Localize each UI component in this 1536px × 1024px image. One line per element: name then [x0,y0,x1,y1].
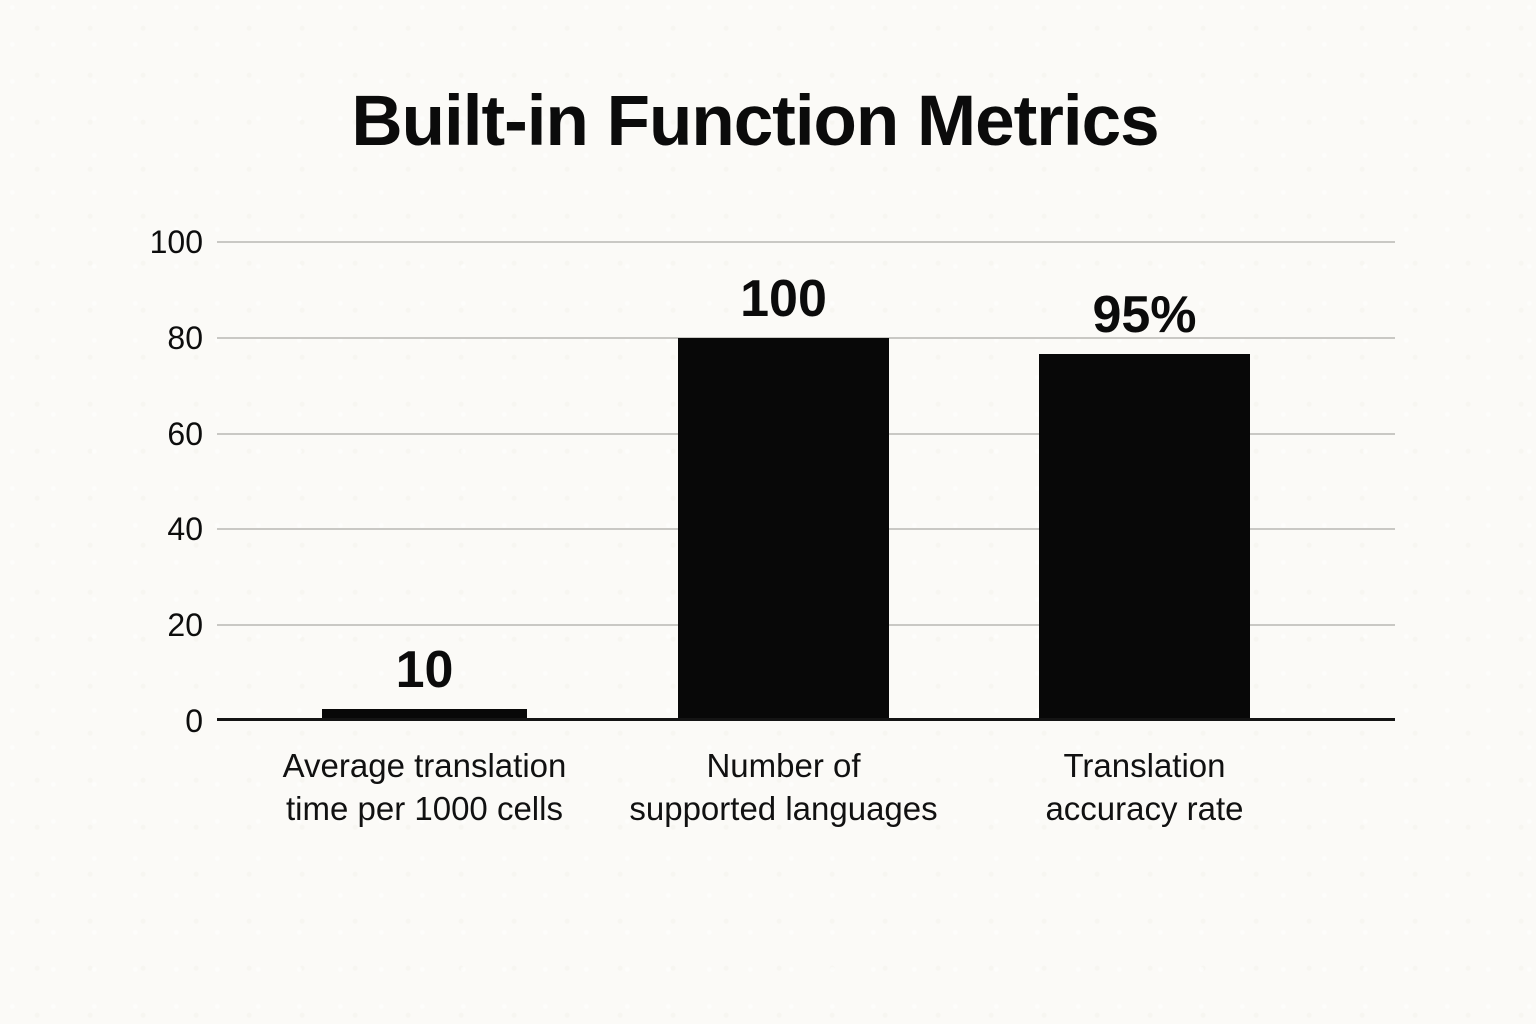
x-axis-category-label-line: accuracy rate [1045,790,1244,827]
chart-title: Built-in Function Metrics [351,82,1159,161]
y-axis-tick-label: 20 [167,607,203,644]
x-axis-category-label-line: Translation [1063,747,1226,784]
bar-value-label: 95% [1092,286,1197,345]
y-axis-tick-label: 0 [185,703,203,739]
y-axis-tick-label: 40 [167,511,203,548]
y-axis-tick-label: 100 [149,224,203,260]
x-axis-category-label: Number of supported languages [629,744,937,830]
bar-1 [322,709,527,721]
x-axis-category-label-line: supported languages [629,790,938,827]
x-axis-line [217,718,1395,721]
y-gridline [217,241,1395,243]
bar-2 [678,337,889,721]
x-axis-category-label: Average translation time per 1000 cells [283,744,567,830]
bar-3 [1039,354,1250,721]
y-axis-tick-label: 60 [167,415,203,452]
bar-value-label: 10 [395,641,454,700]
x-axis-category-label-line: Average translation [282,747,567,784]
y-axis-tick-label: 80 [167,319,203,356]
x-axis-category-label: Translation accuracy rate [1045,744,1243,830]
bar-chart-plot: 0 20 40 60 80 100 10 Average translation time pe… [150,226,1395,827]
bar-value-label: 100 [740,269,827,328]
x-axis-category-label-line: Number of [706,747,861,784]
x-axis-category-label-line: time per 1000 cells [286,790,563,827]
